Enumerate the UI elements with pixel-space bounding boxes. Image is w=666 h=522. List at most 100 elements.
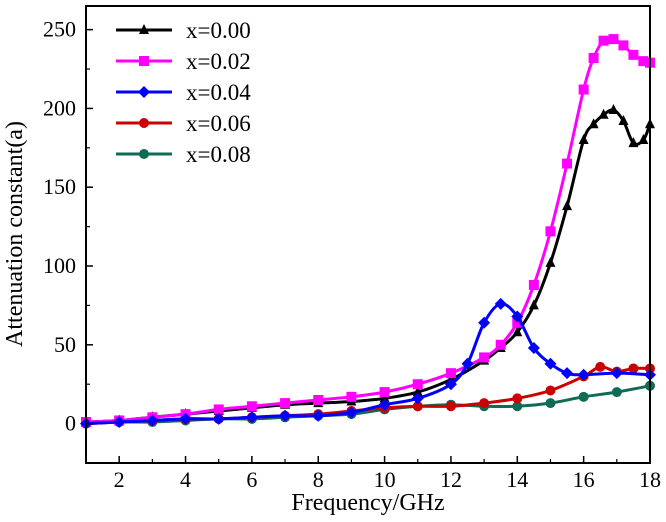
legend-label: x=0.04 bbox=[186, 80, 251, 105]
x-tick-label: 14 bbox=[506, 467, 528, 492]
legend-marker bbox=[139, 118, 149, 128]
legend-marker bbox=[139, 24, 149, 34]
data-point bbox=[618, 115, 629, 126]
data-point bbox=[313, 394, 324, 405]
data-point bbox=[445, 401, 456, 412]
x-axis-title: Frequency/GHz bbox=[291, 490, 444, 516]
data-point bbox=[562, 158, 573, 169]
data-point bbox=[638, 133, 649, 144]
data-point bbox=[528, 299, 539, 310]
data-point bbox=[628, 49, 639, 60]
data-point bbox=[444, 378, 457, 391]
legend-label: x=0.00 bbox=[186, 18, 251, 43]
legend-marker bbox=[138, 86, 150, 98]
x-tick-label: 12 bbox=[440, 467, 462, 492]
x-tick-label: 6 bbox=[246, 467, 257, 492]
legend-label: x=0.08 bbox=[186, 142, 251, 167]
y-tick-label: 0 bbox=[65, 411, 76, 436]
data-point bbox=[618, 40, 629, 51]
y-tick-label: 150 bbox=[43, 174, 76, 199]
data-point bbox=[445, 368, 456, 379]
x-tick-label: 10 bbox=[374, 467, 396, 492]
data-point bbox=[246, 401, 257, 412]
data-point bbox=[511, 310, 524, 323]
x-tick-label: 18 bbox=[639, 467, 661, 492]
data-point bbox=[628, 363, 639, 374]
data-point bbox=[578, 84, 589, 95]
data-point bbox=[611, 387, 622, 398]
data-point bbox=[312, 409, 325, 422]
data-point bbox=[412, 401, 423, 412]
data-point bbox=[280, 398, 291, 409]
legend-entry: x=0.00 bbox=[116, 18, 251, 43]
data-point bbox=[545, 398, 556, 409]
data-point bbox=[528, 279, 539, 290]
data-point bbox=[179, 412, 192, 425]
y-tick-label: 100 bbox=[43, 253, 76, 278]
data-point bbox=[628, 137, 639, 148]
series-line bbox=[85, 384, 651, 426]
data-point bbox=[610, 367, 623, 380]
plot-frame bbox=[85, 5, 651, 464]
series-line bbox=[85, 302, 651, 426]
data-point bbox=[638, 56, 649, 67]
x-tick-label: 8 bbox=[313, 467, 324, 492]
data-point bbox=[588, 118, 599, 129]
legend-marker bbox=[139, 149, 149, 159]
y-tick-label: 200 bbox=[43, 95, 76, 120]
data-point bbox=[545, 385, 556, 396]
data-point bbox=[512, 317, 523, 328]
legend-entry: x=0.06 bbox=[116, 111, 251, 136]
data-point bbox=[608, 104, 619, 115]
legend-entry: x=0.08 bbox=[116, 142, 251, 167]
data-point bbox=[378, 398, 391, 411]
data-point bbox=[578, 133, 589, 144]
data-point bbox=[598, 35, 609, 46]
y-tick-label: 250 bbox=[43, 17, 76, 42]
data-point bbox=[113, 416, 126, 429]
data-point bbox=[545, 226, 556, 237]
data-point bbox=[527, 341, 540, 354]
legend-entry: x=0.04 bbox=[116, 80, 251, 105]
data-point bbox=[245, 411, 258, 424]
data-point bbox=[412, 386, 423, 397]
data-point bbox=[279, 409, 292, 422]
data-point bbox=[411, 392, 424, 405]
data-point bbox=[495, 339, 506, 350]
data-point bbox=[608, 34, 619, 45]
data-point bbox=[512, 326, 523, 337]
x-tick-label: 2 bbox=[114, 467, 125, 492]
data-point bbox=[562, 200, 573, 211]
data-point bbox=[561, 367, 574, 380]
data-point bbox=[346, 391, 357, 402]
data-point bbox=[545, 256, 556, 267]
series-x=0.08 bbox=[81, 380, 655, 429]
ticks-layer: 2 4 6 8 10 12 14 16 18 0 50 100 150 200 250 bbox=[43, 17, 661, 492]
series-line bbox=[85, 36, 651, 424]
data-point bbox=[379, 392, 390, 403]
data-point bbox=[494, 297, 507, 310]
data-point bbox=[478, 316, 491, 329]
data-point bbox=[479, 352, 490, 363]
data-point bbox=[479, 398, 490, 409]
data-point bbox=[146, 414, 159, 427]
data-point bbox=[512, 401, 523, 412]
y-tick-label: 50 bbox=[54, 332, 76, 357]
data-point bbox=[588, 53, 599, 64]
legend-label: x=0.06 bbox=[186, 111, 251, 136]
legend-marker bbox=[139, 56, 149, 66]
legend-entry: x=0.02 bbox=[116, 49, 251, 74]
data-point bbox=[379, 387, 390, 398]
legend-label: x=0.02 bbox=[186, 49, 251, 74]
data-point bbox=[213, 404, 224, 415]
y-axis-title: Attenuation constant(a) bbox=[2, 121, 28, 347]
data-point bbox=[345, 406, 358, 419]
series-layer bbox=[80, 34, 656, 430]
data-point bbox=[412, 379, 423, 390]
data-point bbox=[544, 357, 557, 370]
data-point bbox=[512, 393, 523, 404]
data-point bbox=[578, 391, 589, 402]
data-point bbox=[577, 368, 590, 381]
x-tick-label: 4 bbox=[180, 467, 191, 492]
